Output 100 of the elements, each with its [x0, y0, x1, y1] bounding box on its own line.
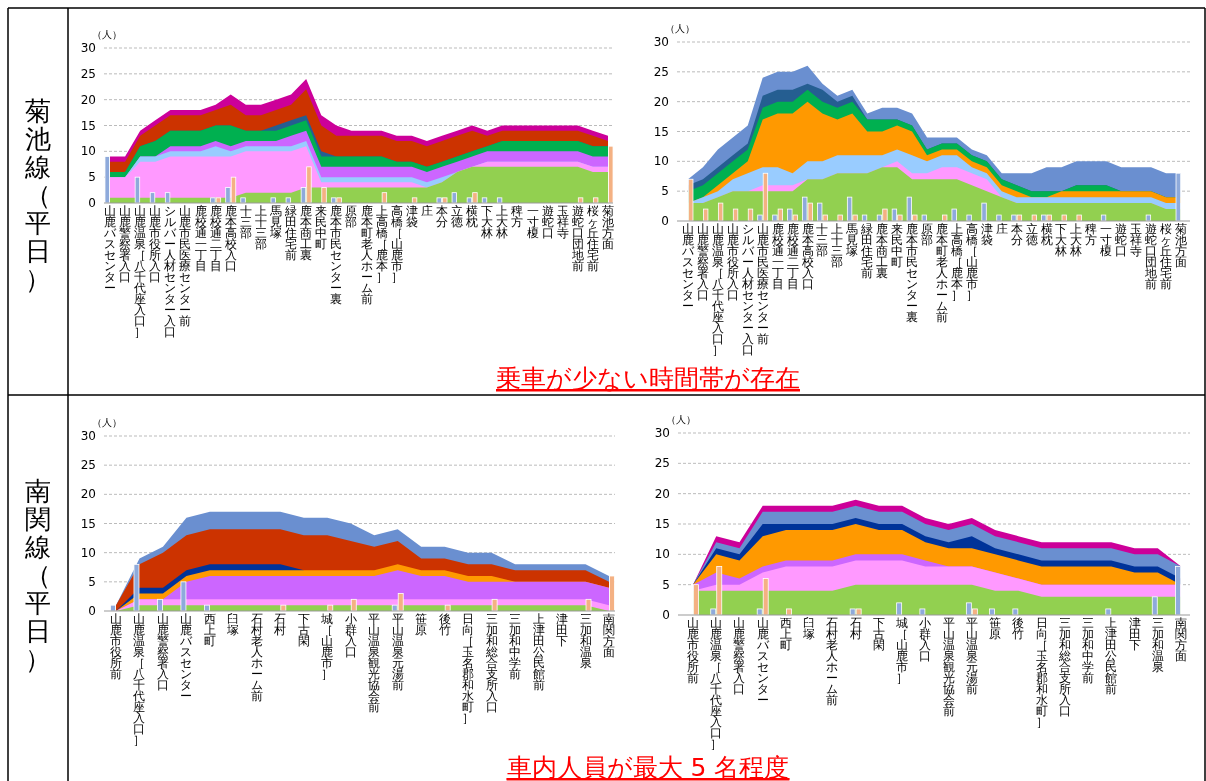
y-axis-title: （人）	[666, 414, 696, 425]
x-tick-label: 三加和温泉	[579, 612, 592, 670]
x-tick-label: 山鹿バスセンター	[681, 222, 695, 313]
x-tick-label: 来民中町	[891, 222, 904, 269]
bar	[966, 214, 972, 222]
y-tick-label: 25	[654, 456, 670, 471]
x-tick-label: 山鹿警察署入口	[696, 222, 709, 302]
x-tick-label: 鹿校通二丁目	[785, 222, 799, 291]
y-tick-label: 30	[80, 41, 96, 55]
bar	[951, 208, 957, 222]
x-tick-label: 鹿本高校入口	[800, 222, 814, 291]
x-tick-label: 平山温泉元湯前	[391, 612, 404, 692]
bar	[1175, 566, 1181, 616]
y-tick-label: 15	[80, 118, 96, 133]
x-tick-label: 桜ヶ丘住宅前	[585, 204, 599, 273]
x-tick-label: 後竹	[438, 612, 451, 637]
x-tick-label: 南関方面	[1175, 616, 1187, 663]
x-tick-label: 小群入口	[344, 612, 357, 659]
x-tick-label: 津袋	[405, 204, 418, 229]
category-label: 鹿本町老人ホーム前	[360, 204, 373, 306]
x-tick-label: 山鹿バスセンター	[179, 612, 194, 703]
x-tick-label: 南関方面	[603, 612, 615, 659]
y-tick-label: 15	[653, 124, 669, 139]
x-tick-label: 山鹿市役所前	[687, 616, 699, 685]
x-tick-label: 鹿本商工裏	[300, 204, 313, 262]
x-tick-label: 桜ヶ丘住宅前	[1159, 222, 1173, 291]
x-tick-label: 下古閑	[872, 616, 885, 652]
bar	[837, 214, 843, 222]
x-tick-label: 一寸榎	[1100, 222, 1113, 258]
x-tick-label: 上十三部	[254, 204, 267, 251]
x-tick-label: 稗方	[511, 204, 524, 229]
x-tick-label: 下大林	[480, 204, 494, 240]
x-tick-label: 原部	[921, 222, 934, 247]
x-tick-label: 城［山鹿市］	[895, 616, 909, 685]
x-tick-label: 石村老人ホーム前	[825, 616, 839, 707]
y-tick-label: 10	[80, 545, 96, 560]
y-tick-label: 5	[662, 577, 670, 592]
x-tick-label: 平山温泉元湯前	[965, 616, 978, 696]
y-tick-label: 5	[661, 184, 669, 199]
x-tick-label: 菊池方面	[1175, 222, 1187, 269]
x-tick-label: 鹿校通二丁目	[208, 204, 222, 273]
bar	[989, 608, 995, 616]
x-tick-label: 横枕	[465, 204, 479, 229]
bar	[1076, 214, 1082, 222]
x-tick-label: 遊蛇口	[541, 204, 554, 240]
bar	[688, 178, 694, 222]
y-tick-label: 30	[80, 429, 96, 443]
x-tick-label: 立徳	[1025, 222, 1038, 247]
x-tick-label: 遊蛇口団地前	[1144, 222, 1158, 291]
x-tick-label: 下大林	[1054, 222, 1068, 258]
bar	[896, 602, 903, 616]
bar	[157, 598, 163, 612]
category-label: シルバー人材センター入口	[164, 204, 177, 339]
bar	[1012, 608, 1019, 616]
x-tick-label: 高橋［山鹿市］	[390, 204, 403, 284]
x-tick-label: 上高橋［鹿本］	[375, 204, 388, 284]
y-axis-title: （人）	[665, 23, 695, 34]
y-tick-label: 20	[80, 92, 96, 107]
x-tick-label: 遊蛇口	[1115, 222, 1128, 258]
x-tick-label: 横枕	[1039, 222, 1053, 247]
x-tick-label: 来民中町	[315, 204, 328, 251]
x-tick-label: 笹原	[415, 612, 428, 637]
bar	[921, 214, 927, 222]
bar	[451, 192, 457, 204]
x-tick-label: 山鹿バスセンター	[103, 204, 117, 295]
bar	[1175, 172, 1181, 222]
bar	[942, 214, 948, 222]
y-tick-label: 10	[654, 547, 670, 562]
x-tick-label: 山鹿市役所入口	[726, 222, 739, 302]
bar	[491, 598, 498, 612]
category-label: 山鹿温泉［八千代座入口］	[134, 204, 147, 339]
x-tick-label: 高橋［山鹿市］	[965, 222, 978, 302]
x-tick-label: 一寸榎	[526, 204, 539, 240]
category-label: 鹿本市民センター裏	[330, 204, 343, 306]
bar	[717, 202, 724, 222]
category-label: 鹿本町老人ホーム前	[935, 222, 948, 324]
x-tick-label: 三加和中学前	[509, 612, 522, 681]
x-tick-label: 上十三部	[831, 222, 844, 269]
x-tick-label: 城［山鹿市］	[320, 612, 334, 681]
bar	[1151, 596, 1158, 616]
x-tick-label: 山鹿警察署入口	[119, 204, 132, 284]
x-tick-label: 菊池方面	[602, 204, 614, 251]
x-tick-label: 上大林	[495, 204, 509, 240]
x-tick-label: 鹿本商工裏	[876, 222, 889, 280]
x-tick-label: 笹原	[989, 616, 1002, 641]
bar	[1061, 214, 1067, 222]
x-tick-label: 稗方	[1085, 222, 1098, 247]
category-label: 山鹿市民医療センター前	[756, 222, 769, 346]
x-tick-label: 上津田公民館前	[532, 612, 545, 692]
bar	[381, 192, 388, 204]
x-tick-label: 山鹿市役所入口	[149, 204, 162, 284]
x-tick-label: 鹿本高校入口	[223, 204, 237, 273]
x-tick-label: 三加和温泉	[1151, 616, 1164, 674]
x-tick-label: 本分	[1010, 222, 1023, 247]
x-tick-label: 石村	[273, 612, 287, 637]
category-label: 平山温泉観光協会前	[942, 616, 955, 718]
x-tick-label: 西上町	[779, 616, 792, 652]
x-tick-label: 馬見塚	[845, 222, 859, 258]
category-label: 日向［玉名郡和水町］	[462, 612, 475, 725]
y-tick-label: 10	[80, 144, 96, 159]
